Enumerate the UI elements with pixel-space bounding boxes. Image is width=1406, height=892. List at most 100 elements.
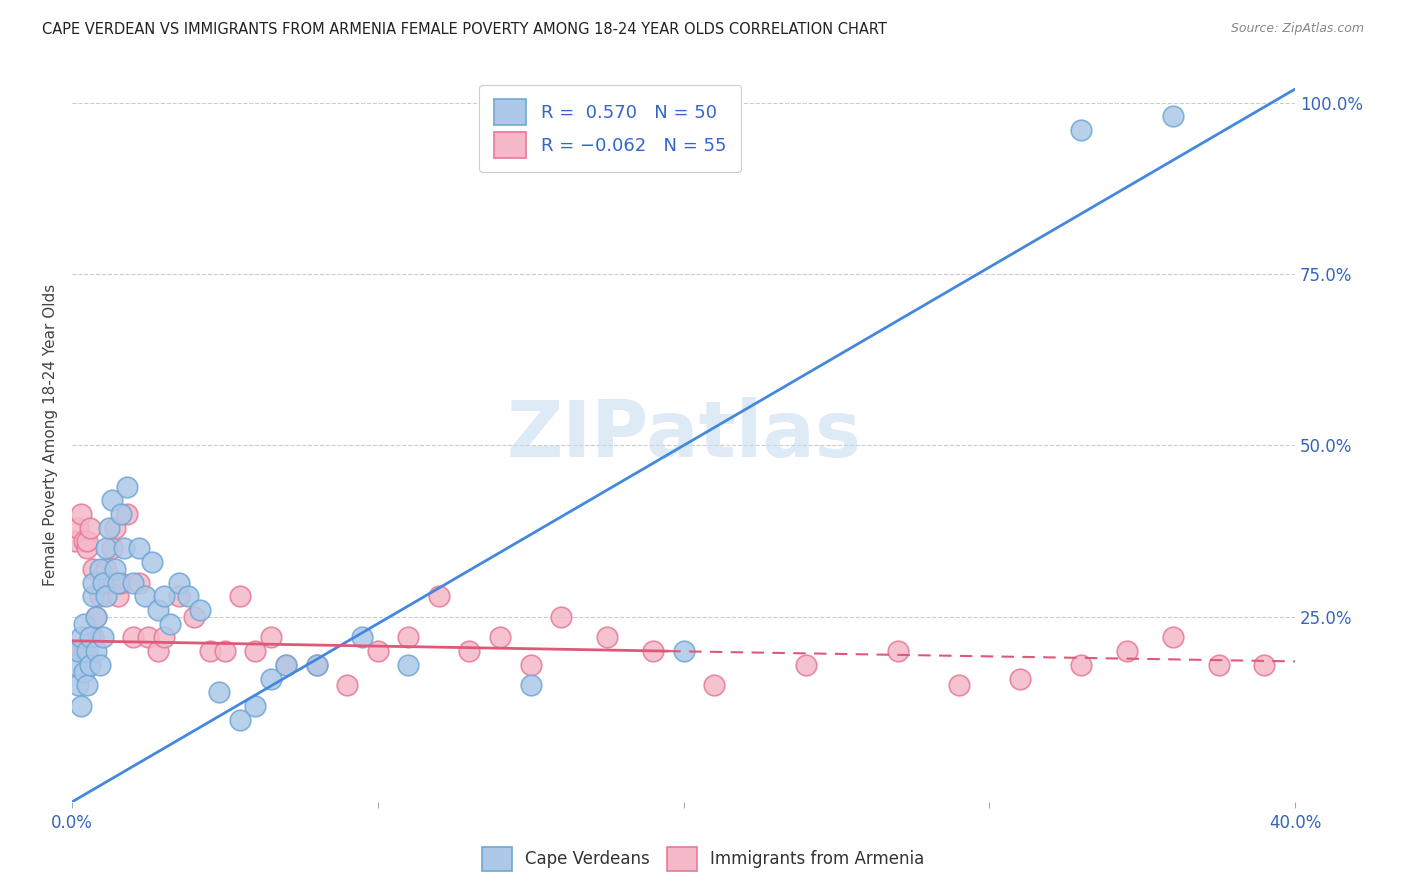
Point <box>63 657 86 672</box>
Point <box>122 631 145 645</box>
Point <box>596 631 619 645</box>
Point <box>91 631 114 645</box>
Point <box>1008 672 1031 686</box>
Point <box>274 657 297 672</box>
Point <box>146 603 169 617</box>
Point <box>67 521 90 535</box>
Point <box>550 610 572 624</box>
Point <box>97 521 120 535</box>
Point <box>94 589 117 603</box>
Point <box>672 644 695 658</box>
Point <box>305 657 328 672</box>
Point <box>82 562 104 576</box>
Point <box>82 631 104 645</box>
Point <box>76 644 98 658</box>
Point <box>519 678 541 692</box>
Point <box>305 657 328 672</box>
Point <box>208 685 231 699</box>
Point <box>794 657 817 672</box>
Point <box>519 657 541 672</box>
Point <box>458 644 481 658</box>
Point <box>107 575 129 590</box>
Point <box>76 678 98 692</box>
Point <box>107 589 129 603</box>
Point <box>1161 631 1184 645</box>
Point <box>82 589 104 603</box>
Point <box>112 541 135 556</box>
Legend: Cape Verdeans, Immigrants from Armenia: Cape Verdeans, Immigrants from Armenia <box>474 839 932 880</box>
Point <box>79 521 101 535</box>
Point <box>128 541 150 556</box>
Point <box>1161 110 1184 124</box>
Point <box>86 610 108 624</box>
Point <box>67 644 90 658</box>
Point <box>489 631 512 645</box>
Point <box>89 657 111 672</box>
Point <box>1070 123 1092 137</box>
Point <box>76 541 98 556</box>
Point <box>427 589 450 603</box>
Point <box>97 575 120 590</box>
Point <box>1070 657 1092 672</box>
Point <box>110 507 132 521</box>
Point <box>167 575 190 590</box>
Point <box>70 698 93 713</box>
Point <box>1208 657 1230 672</box>
Point <box>198 644 221 658</box>
Point <box>245 644 267 658</box>
Point <box>73 534 96 549</box>
Point <box>128 575 150 590</box>
Point <box>73 665 96 679</box>
Point <box>352 631 374 645</box>
Point <box>122 575 145 590</box>
Point <box>86 644 108 658</box>
Point <box>89 589 111 603</box>
Point <box>274 657 297 672</box>
Point <box>367 644 389 658</box>
Point <box>948 678 970 692</box>
Point <box>886 644 908 658</box>
Point <box>260 631 283 645</box>
Point <box>167 589 190 603</box>
Point <box>76 534 98 549</box>
Point <box>115 480 138 494</box>
Point <box>79 657 101 672</box>
Y-axis label: Female Poverty Among 18-24 Year Olds: Female Poverty Among 18-24 Year Olds <box>44 284 58 586</box>
Point <box>73 644 96 658</box>
Point <box>229 713 252 727</box>
Point <box>94 541 117 556</box>
Text: ZIPatlas: ZIPatlas <box>506 397 860 474</box>
Point <box>73 616 96 631</box>
Point <box>100 493 122 508</box>
Point <box>1115 644 1137 658</box>
Point <box>260 672 283 686</box>
Point <box>152 631 174 645</box>
Point <box>214 644 236 658</box>
Point <box>159 616 181 631</box>
Point <box>104 562 127 576</box>
Point <box>115 507 138 521</box>
Point <box>336 678 359 692</box>
Point <box>245 698 267 713</box>
Point <box>70 631 93 645</box>
Point <box>152 589 174 603</box>
Point <box>82 575 104 590</box>
Legend: R =  0.570   N = 50, R = −0.062   N = 55: R = 0.570 N = 50, R = −0.062 N = 55 <box>479 85 741 172</box>
Point <box>190 603 212 617</box>
Point <box>141 555 163 569</box>
Point <box>91 575 114 590</box>
Point <box>86 610 108 624</box>
Point <box>110 575 132 590</box>
Text: CAPE VERDEAN VS IMMIGRANTS FROM ARMENIA FEMALE POVERTY AMONG 18-24 YEAR OLDS COR: CAPE VERDEAN VS IMMIGRANTS FROM ARMENIA … <box>42 22 887 37</box>
Point <box>63 534 86 549</box>
Point <box>396 657 419 672</box>
Point <box>67 678 90 692</box>
Point <box>94 562 117 576</box>
Point <box>177 589 200 603</box>
Point <box>100 541 122 556</box>
Point <box>89 562 111 576</box>
Point <box>79 631 101 645</box>
Point <box>183 610 205 624</box>
Point <box>396 631 419 645</box>
Point <box>1253 657 1275 672</box>
